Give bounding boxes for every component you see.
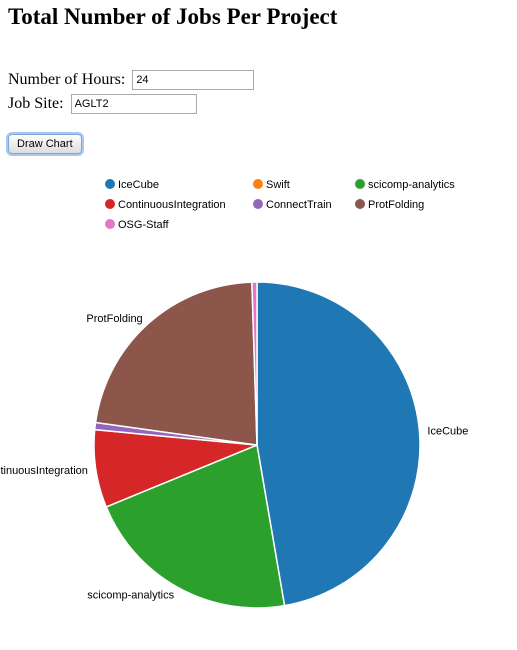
legend-label-osg-staff: OSG-Staff (118, 219, 169, 231)
legend-item-osg-staff[interactable]: OSG-Staff (105, 219, 169, 231)
legend-item-scicomp-analytics[interactable]: scicomp-analytics (355, 179, 455, 191)
legend-swatch-scicomp-analytics (355, 179, 365, 189)
legend-label-connecttrain: ConnectTrain (266, 199, 332, 211)
legend-swatch-icecube (105, 179, 115, 189)
hours-row: Number of Hours: (8, 70, 255, 90)
legend-swatch-continuousintegration (105, 199, 115, 209)
site-row: Job Site: (8, 94, 197, 114)
legend-item-continuousintegration[interactable]: ContinuousIntegration (105, 199, 226, 211)
legend-label-swift: Swift (266, 179, 290, 191)
slice-label-scicomp-analytics: scicomp-analytics (87, 590, 174, 602)
draw-chart-button[interactable]: Draw Chart (8, 134, 82, 154)
hours-label: Number of Hours: (8, 71, 126, 88)
site-label: Job Site: (8, 95, 64, 112)
legend-item-icecube[interactable]: IceCube (105, 179, 159, 191)
site-input[interactable] (70, 94, 197, 114)
pie-labels: IceCube scicomp-analytics ContinuousIntegr… (0, 313, 468, 602)
legend-label-scicomp-analytics: scicomp-analytics (368, 179, 455, 191)
legend-swatch-swift (253, 179, 263, 189)
pie-slice-icecube[interactable] (256, 281, 421, 607)
legend-item-connecttrain[interactable]: ConnectTrain (253, 199, 332, 211)
slice-label-continuousintegration: ContinuousIntegration (0, 465, 88, 477)
page-title: Total Number of Jobs Per Project (8, 4, 338, 29)
pie-slice-protfolding[interactable] (94, 281, 258, 446)
legend-swatch-connecttrain (253, 199, 263, 209)
legend-label-protfolding: ProtFolding (368, 199, 424, 211)
legend-item-protfolding[interactable]: ProtFolding (355, 199, 424, 211)
legend-item-swift[interactable]: Swift (253, 179, 290, 191)
chart-legend: IceCube Swift scicomp-analytics ContinuousI… (105, 179, 455, 231)
pie-slices (93, 281, 421, 609)
legend-label-icecube: IceCube (118, 179, 159, 191)
legend-swatch-osg-staff (105, 219, 115, 229)
slice-label-icecube: IceCube (427, 426, 468, 438)
pie-slice-osg-staff[interactable] (251, 281, 258, 446)
pie-slice-scicomp-analytics[interactable] (105, 443, 286, 609)
legend-label-continuousintegration: ContinuousIntegration (118, 199, 226, 211)
slice-label-protfolding: ProtFolding (86, 313, 142, 325)
hours-input[interactable] (132, 70, 255, 90)
legend-swatch-protfolding (355, 199, 365, 209)
